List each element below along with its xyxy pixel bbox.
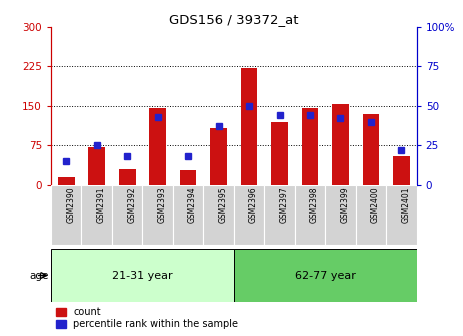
Text: GSM2397: GSM2397 [280,186,288,223]
Bar [363,114,379,185]
Bar [386,185,417,245]
Bar [112,185,143,245]
Text: age: age [29,270,48,281]
Bar [180,170,196,185]
Bar [301,109,319,185]
Text: GSM2393: GSM2393 [157,186,167,223]
Bar [393,156,410,185]
Text: GSM2399: GSM2399 [340,186,350,223]
Bar [325,185,356,245]
Bar [51,249,234,302]
Bar [271,122,288,185]
Bar [149,109,166,185]
Text: GSM2391: GSM2391 [97,186,106,223]
Bar [143,185,173,245]
Text: 21-31 year: 21-31 year [112,270,173,281]
Text: GSM2400: GSM2400 [371,186,380,223]
Bar [58,177,75,185]
Bar [51,185,81,245]
Title: GDS156 / 39372_at: GDS156 / 39372_at [169,13,299,26]
Text: GSM2398: GSM2398 [310,186,319,223]
Bar [241,68,257,185]
Text: GSM2396: GSM2396 [249,186,258,223]
Bar [332,104,349,185]
Text: 62-77 year: 62-77 year [295,270,356,281]
Bar [295,185,325,245]
Bar [264,185,295,245]
Text: GSM2392: GSM2392 [127,186,136,223]
Text: GSM2394: GSM2394 [188,186,197,223]
Bar [210,128,227,185]
Text: GSM2401: GSM2401 [401,186,411,223]
Bar [81,185,112,245]
Bar [356,185,386,245]
Bar [173,185,203,245]
Text: GSM2395: GSM2395 [219,186,228,223]
Bar [234,185,264,245]
Legend: count, percentile rank within the sample: count, percentile rank within the sample [56,307,238,329]
Bar [119,169,136,185]
Bar [88,147,105,185]
Text: GSM2390: GSM2390 [66,186,75,223]
Bar [234,249,417,302]
Bar [203,185,234,245]
